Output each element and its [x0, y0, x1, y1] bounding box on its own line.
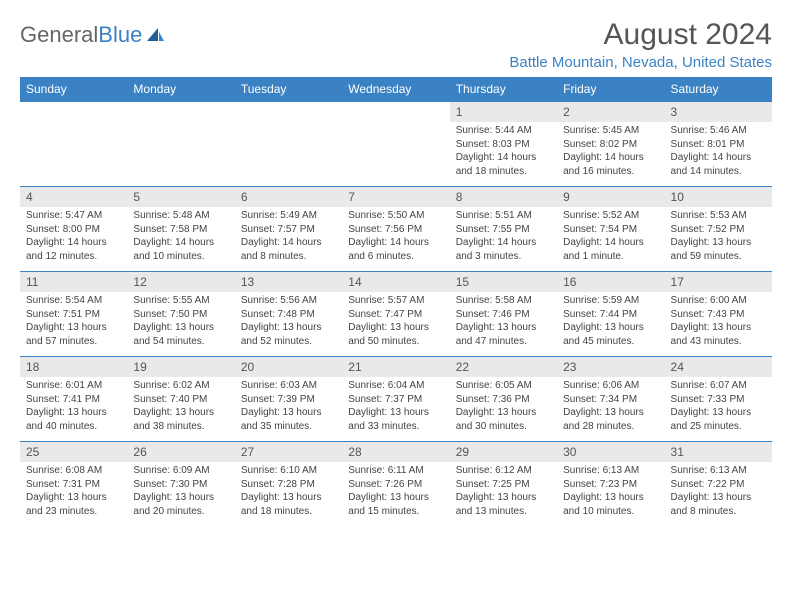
day-number-cell: 1	[450, 102, 557, 123]
day-number-cell: 2	[557, 102, 664, 123]
day-number-cell: 18	[20, 357, 127, 378]
day-detail-cell: Sunrise: 5:46 AMSunset: 8:01 PMDaylight:…	[665, 122, 772, 187]
day-number-cell: 11	[20, 272, 127, 293]
day-number-cell: 19	[127, 357, 234, 378]
day-detail-cell: Sunrise: 6:11 AMSunset: 7:26 PMDaylight:…	[342, 462, 449, 526]
day-number-cell: 23	[557, 357, 664, 378]
day-detail-cell: Sunrise: 6:08 AMSunset: 7:31 PMDaylight:…	[20, 462, 127, 526]
day-detail-cell: Sunrise: 5:50 AMSunset: 7:56 PMDaylight:…	[342, 207, 449, 272]
weekday-header: Friday	[557, 77, 664, 102]
weekday-header: Saturday	[665, 77, 772, 102]
day-detail-cell	[235, 122, 342, 187]
daynum-row: 123	[20, 102, 772, 123]
day-number-cell	[342, 102, 449, 123]
day-number-cell: 10	[665, 187, 772, 208]
day-detail-cell: Sunrise: 6:10 AMSunset: 7:28 PMDaylight:…	[235, 462, 342, 526]
day-detail-cell: Sunrise: 6:03 AMSunset: 7:39 PMDaylight:…	[235, 377, 342, 442]
day-detail-cell: Sunrise: 5:55 AMSunset: 7:50 PMDaylight:…	[127, 292, 234, 357]
day-number-cell: 14	[342, 272, 449, 293]
day-detail-cell: Sunrise: 6:09 AMSunset: 7:30 PMDaylight:…	[127, 462, 234, 526]
day-detail-cell: Sunrise: 6:05 AMSunset: 7:36 PMDaylight:…	[450, 377, 557, 442]
day-detail-cell: Sunrise: 6:04 AMSunset: 7:37 PMDaylight:…	[342, 377, 449, 442]
detail-row: Sunrise: 5:44 AMSunset: 8:03 PMDaylight:…	[20, 122, 772, 187]
day-number-cell: 25	[20, 442, 127, 463]
header: GeneralBlue August 2024 Battle Mountain,…	[20, 18, 772, 71]
day-detail-cell: Sunrise: 5:47 AMSunset: 8:00 PMDaylight:…	[20, 207, 127, 272]
brand-text-blue: Blue	[98, 22, 142, 48]
day-number-cell: 9	[557, 187, 664, 208]
detail-row: Sunrise: 6:08 AMSunset: 7:31 PMDaylight:…	[20, 462, 772, 526]
brand-text-general: General	[20, 22, 98, 48]
day-number-cell: 26	[127, 442, 234, 463]
day-detail-cell: Sunrise: 5:57 AMSunset: 7:47 PMDaylight:…	[342, 292, 449, 357]
day-detail-cell: Sunrise: 6:13 AMSunset: 7:22 PMDaylight:…	[665, 462, 772, 526]
day-detail-cell: Sunrise: 6:12 AMSunset: 7:25 PMDaylight:…	[450, 462, 557, 526]
day-detail-cell: Sunrise: 5:56 AMSunset: 7:48 PMDaylight:…	[235, 292, 342, 357]
day-number-cell: 29	[450, 442, 557, 463]
day-detail-cell: Sunrise: 5:53 AMSunset: 7:52 PMDaylight:…	[665, 207, 772, 272]
day-number-cell: 30	[557, 442, 664, 463]
calendar-table: SundayMondayTuesdayWednesdayThursdayFrid…	[20, 77, 772, 526]
day-number-cell	[235, 102, 342, 123]
day-number-cell: 7	[342, 187, 449, 208]
weekday-header: Tuesday	[235, 77, 342, 102]
day-number-cell: 8	[450, 187, 557, 208]
daynum-row: 25262728293031	[20, 442, 772, 463]
weekday-header: Wednesday	[342, 77, 449, 102]
day-number-cell: 5	[127, 187, 234, 208]
day-number-cell: 24	[665, 357, 772, 378]
day-detail-cell: Sunrise: 5:52 AMSunset: 7:54 PMDaylight:…	[557, 207, 664, 272]
day-number-cell: 28	[342, 442, 449, 463]
day-detail-cell: Sunrise: 5:49 AMSunset: 7:57 PMDaylight:…	[235, 207, 342, 272]
logo: GeneralBlue	[20, 22, 166, 48]
detail-row: Sunrise: 6:01 AMSunset: 7:41 PMDaylight:…	[20, 377, 772, 442]
detail-row: Sunrise: 5:47 AMSunset: 8:00 PMDaylight:…	[20, 207, 772, 272]
day-number-cell: 12	[127, 272, 234, 293]
day-number-cell: 4	[20, 187, 127, 208]
detail-row: Sunrise: 5:54 AMSunset: 7:51 PMDaylight:…	[20, 292, 772, 357]
day-detail-cell: Sunrise: 6:06 AMSunset: 7:34 PMDaylight:…	[557, 377, 664, 442]
day-number-cell: 6	[235, 187, 342, 208]
day-detail-cell: Sunrise: 5:54 AMSunset: 7:51 PMDaylight:…	[20, 292, 127, 357]
day-number-cell: 31	[665, 442, 772, 463]
day-detail-cell: Sunrise: 5:44 AMSunset: 8:03 PMDaylight:…	[450, 122, 557, 187]
day-number-cell: 20	[235, 357, 342, 378]
day-detail-cell: Sunrise: 5:45 AMSunset: 8:02 PMDaylight:…	[557, 122, 664, 187]
calendar-body: 123Sunrise: 5:44 AMSunset: 8:03 PMDaylig…	[20, 102, 772, 527]
daynum-row: 45678910	[20, 187, 772, 208]
weekday-header: Sunday	[20, 77, 127, 102]
day-detail-cell: Sunrise: 6:01 AMSunset: 7:41 PMDaylight:…	[20, 377, 127, 442]
day-detail-cell: Sunrise: 5:59 AMSunset: 7:44 PMDaylight:…	[557, 292, 664, 357]
day-detail-cell: Sunrise: 6:00 AMSunset: 7:43 PMDaylight:…	[665, 292, 772, 357]
day-number-cell	[127, 102, 234, 123]
day-detail-cell	[20, 122, 127, 187]
daynum-row: 18192021222324	[20, 357, 772, 378]
day-number-cell: 17	[665, 272, 772, 293]
day-number-cell: 3	[665, 102, 772, 123]
day-number-cell: 15	[450, 272, 557, 293]
location: Battle Mountain, Nevada, United States	[509, 54, 772, 71]
month-title: August 2024	[509, 18, 772, 52]
day-number-cell	[20, 102, 127, 123]
sail-icon	[144, 26, 166, 44]
day-detail-cell: Sunrise: 6:02 AMSunset: 7:40 PMDaylight:…	[127, 377, 234, 442]
day-detail-cell: Sunrise: 6:07 AMSunset: 7:33 PMDaylight:…	[665, 377, 772, 442]
day-detail-cell	[127, 122, 234, 187]
weekday-header: Monday	[127, 77, 234, 102]
day-number-cell: 21	[342, 357, 449, 378]
weekday-row: SundayMondayTuesdayWednesdayThursdayFrid…	[20, 77, 772, 102]
daynum-row: 11121314151617	[20, 272, 772, 293]
day-detail-cell: Sunrise: 5:58 AMSunset: 7:46 PMDaylight:…	[450, 292, 557, 357]
day-number-cell: 22	[450, 357, 557, 378]
weekday-header: Thursday	[450, 77, 557, 102]
day-detail-cell: Sunrise: 6:13 AMSunset: 7:23 PMDaylight:…	[557, 462, 664, 526]
day-detail-cell: Sunrise: 5:51 AMSunset: 7:55 PMDaylight:…	[450, 207, 557, 272]
day-number-cell: 13	[235, 272, 342, 293]
day-number-cell: 27	[235, 442, 342, 463]
title-block: August 2024 Battle Mountain, Nevada, Uni…	[509, 18, 772, 71]
day-detail-cell: Sunrise: 5:48 AMSunset: 7:58 PMDaylight:…	[127, 207, 234, 272]
day-detail-cell	[342, 122, 449, 187]
day-number-cell: 16	[557, 272, 664, 293]
